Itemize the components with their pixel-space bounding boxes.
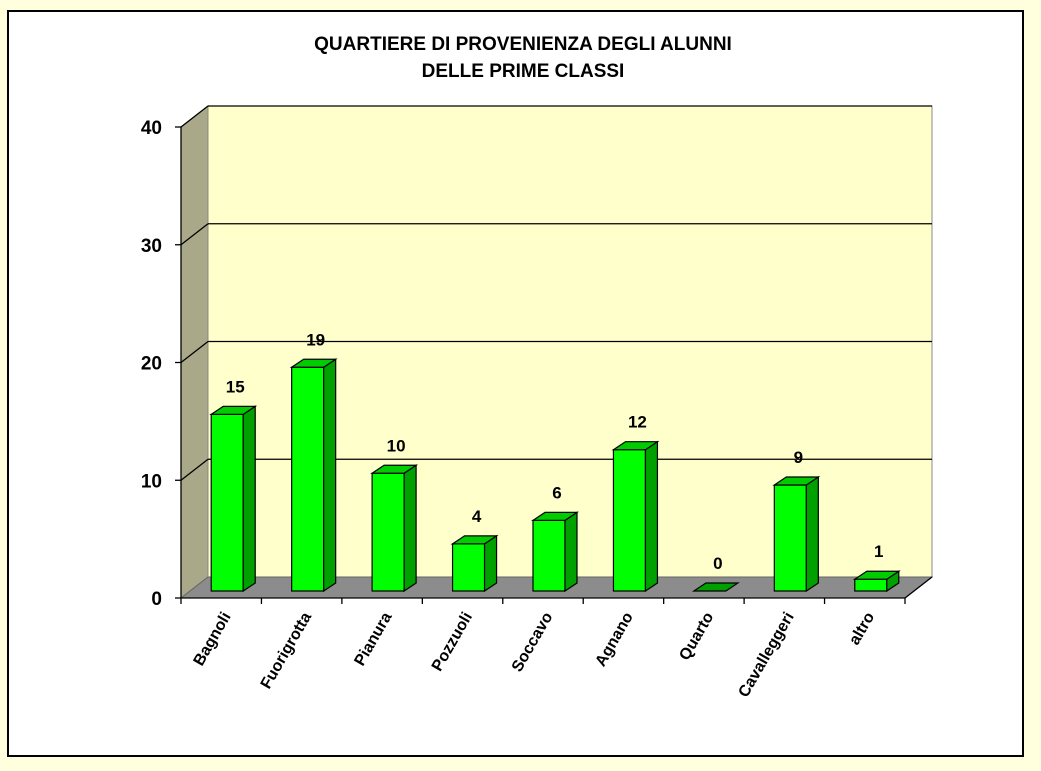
chart-title-line-2: DELLE PRIME CLASSI (422, 61, 625, 82)
bar-bagnoli: 15 (209, 377, 258, 593)
gridline-diagonal (180, 223, 209, 246)
x-category-label: Cavalleggeri (735, 610, 797, 701)
bar-front-face (210, 413, 244, 592)
data-label: 10 (387, 436, 406, 455)
bar-pianura: 10 (370, 436, 419, 593)
bar-side-face (644, 440, 659, 593)
data-label: 1 (874, 542, 883, 561)
bar-top-face (691, 582, 740, 592)
bar-top-face (289, 358, 338, 368)
bar-series: 15 19 10 4 6 12 0 9 1 (209, 330, 901, 593)
y-axis: 0 10 20 30 40 (141, 118, 182, 610)
gridline-diagonal (180, 458, 209, 481)
data-label: 19 (306, 330, 325, 349)
y-tick-label: 40 (141, 118, 162, 139)
chart-title-line-1: QUARTIERE DI PROVENIENZA DEGLI ALUNNI (314, 34, 732, 55)
x-category-label: Fuorigrotta (258, 609, 315, 691)
gridline-diagonal (180, 105, 209, 128)
bar-top-face (611, 441, 660, 451)
bar-front-face (291, 366, 325, 592)
bar-front-face (612, 449, 647, 592)
bar-quarto: 0 (691, 554, 740, 592)
data-label: 15 (226, 377, 245, 396)
bar-side-face (564, 511, 578, 593)
bar-side-face (323, 358, 337, 593)
bar-soccavo: 6 (531, 483, 579, 593)
y-tick-label: 10 (141, 471, 162, 492)
bar-top-face (370, 464, 419, 474)
data-label: 12 (628, 413, 647, 432)
bar-top-face (772, 476, 821, 486)
bar-front-face (371, 472, 405, 592)
bar-front-face (451, 543, 486, 592)
floor-edge (904, 576, 933, 599)
y-tick-label: 0 (151, 589, 162, 610)
bar-side-face (805, 475, 819, 593)
bar-side-face (403, 464, 417, 593)
y-tick-label: 30 (141, 236, 162, 257)
bar-side-face (242, 405, 256, 593)
bar-fuorigrotta: 19 (289, 330, 338, 593)
bar-altro: 1 (852, 542, 901, 593)
bar-top-face (450, 535, 499, 545)
bar-top-face (209, 405, 258, 415)
data-label: 0 (713, 554, 722, 573)
gridline-diagonal (180, 340, 209, 364)
x-category-label: Agnano (592, 609, 637, 669)
x-category-label: Bagnoli (191, 610, 235, 669)
y-tick-label: 20 (141, 354, 162, 375)
data-label: 4 (472, 507, 482, 526)
bar-top-face (852, 570, 901, 580)
bar-cavalleggeri: 9 (772, 448, 821, 593)
x-category-label: Pozzuoli (429, 610, 476, 675)
bar-pozzuoli: 4 (450, 507, 499, 593)
bar-front-face (773, 484, 807, 592)
x-category-label: Quarto (676, 609, 717, 663)
chart-title: QUARTIERE DI PROVENIENZA DEGLI ALUNNI DE… (314, 34, 732, 82)
x-category-label: Soccavo (509, 609, 557, 675)
bar-agnano: 12 (611, 413, 660, 593)
bar-front-face (532, 519, 566, 592)
data-label: 6 (552, 483, 561, 502)
bar-front-face (854, 578, 888, 592)
x-category-label: Pianura (352, 609, 396, 668)
bar-top-face (531, 511, 579, 521)
bar-side-face (483, 534, 498, 593)
x-category-label: altro (846, 609, 878, 648)
data-label: 9 (794, 448, 803, 467)
